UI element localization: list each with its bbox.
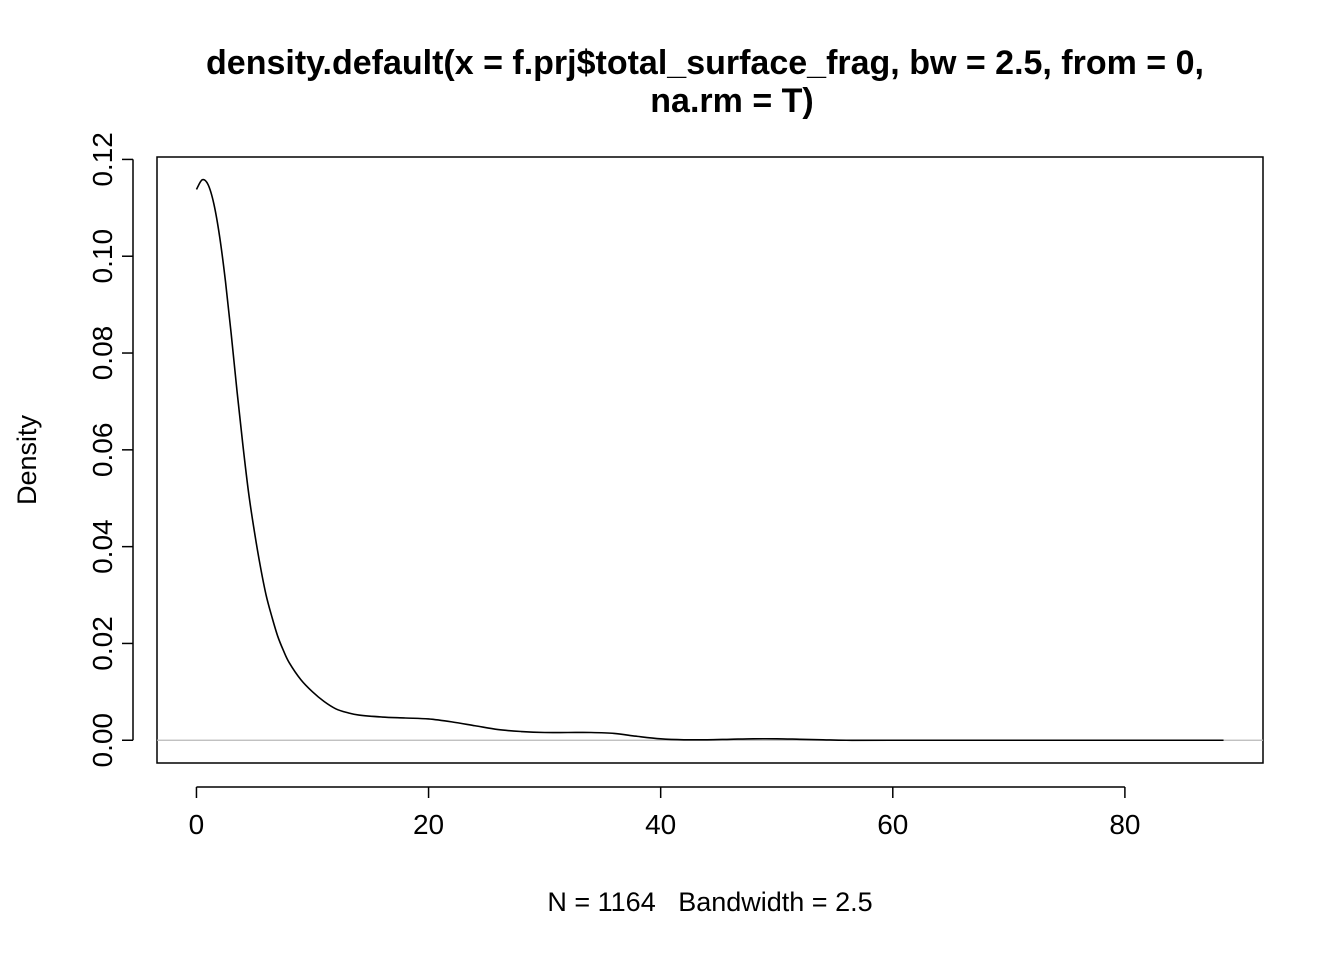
plot-frame: [156, 156, 1264, 764]
y-tick-label: 0.12: [87, 132, 118, 187]
y-axis-label: Density: [12, 414, 42, 505]
y-tick-label: 0.04: [87, 519, 118, 574]
x-tick-label: 80: [1109, 809, 1140, 840]
density-curve: [195, 178, 1224, 742]
x-tick-label: 20: [413, 809, 444, 840]
chart-title-line1: density.default(x = f.prj$total_surface_…: [206, 44, 1204, 82]
y-tick-label: 0.08: [87, 326, 118, 381]
y-tick-label: 0.00: [87, 713, 118, 768]
x-tick-label: 0: [189, 809, 205, 840]
y-axis: 0.00 0.02 0.04 0.06 0.08 0.10 0.12: [87, 132, 134, 768]
x-tick-label: 60: [877, 809, 908, 840]
x-tick-label: 40: [645, 809, 676, 840]
x-axis-label: N = 1164 Bandwidth = 2.5: [547, 887, 872, 917]
y-tick-label: 0.02: [87, 616, 118, 671]
chart-title-line2: na.rm = T): [650, 82, 813, 120]
y-tick-label: 0.10: [87, 229, 118, 284]
y-tick-label: 0.06: [87, 423, 118, 478]
x-axis: 0 20 40 60 80: [189, 786, 1140, 840]
